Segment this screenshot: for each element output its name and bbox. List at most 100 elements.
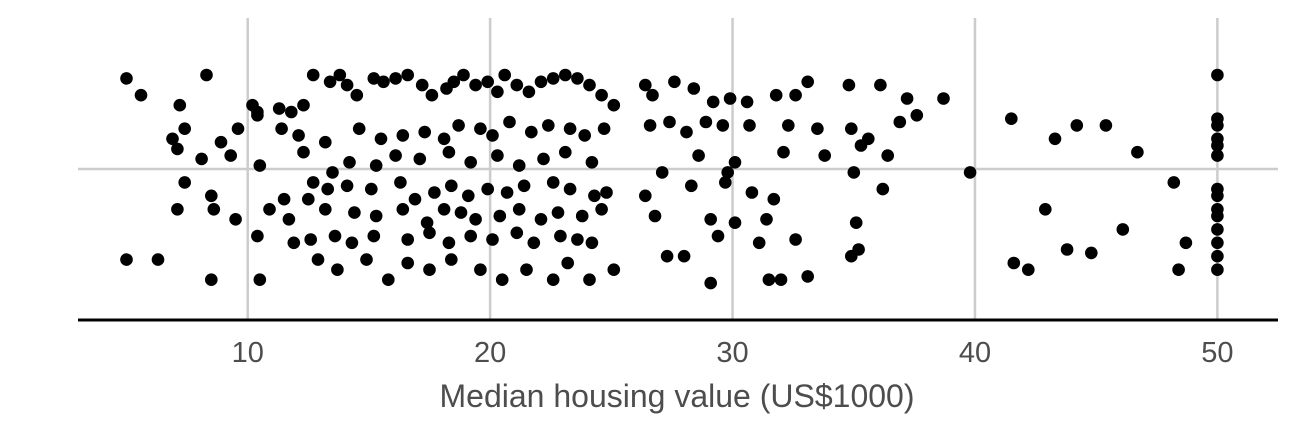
data-point — [360, 253, 373, 266]
data-point — [704, 276, 717, 290]
data-point — [319, 203, 332, 216]
data-point — [350, 88, 364, 102]
data-point — [563, 122, 577, 135]
x-tick-labels: 10 20 30 40 50 — [232, 337, 1234, 369]
data-point — [559, 68, 572, 82]
data-point — [1005, 112, 1018, 125]
data-point — [377, 75, 390, 89]
data-point — [585, 156, 599, 169]
data-point — [588, 189, 601, 203]
data-point — [680, 125, 693, 139]
data-point — [200, 68, 213, 82]
data-point — [474, 263, 487, 277]
data-point — [423, 263, 436, 277]
data-point — [445, 253, 458, 266]
data-point — [425, 88, 439, 102]
data-point — [801, 75, 814, 89]
data-point — [304, 233, 318, 246]
data-point — [420, 216, 434, 229]
data-point — [510, 226, 524, 240]
data-point — [818, 149, 831, 162]
data-point — [849, 216, 863, 229]
x-tick-label: 40 — [959, 337, 991, 369]
data-point — [352, 122, 366, 135]
data-point — [474, 122, 487, 135]
data-point — [874, 78, 887, 92]
data-point — [173, 98, 187, 112]
data-point — [517, 179, 531, 193]
data-point — [389, 149, 402, 162]
x-axis-title: Median housing value (US$1000) — [440, 378, 915, 414]
data-point — [740, 95, 754, 109]
data-point — [382, 273, 395, 287]
data-point — [319, 135, 332, 149]
data-point — [1060, 243, 1074, 256]
data-point — [292, 129, 305, 142]
data-point — [287, 236, 301, 250]
data-point — [251, 229, 264, 243]
data-point — [585, 236, 599, 250]
data-point — [554, 229, 567, 243]
data-point — [437, 203, 451, 216]
data-point — [542, 119, 555, 132]
data-point — [1211, 68, 1224, 82]
data-point — [428, 186, 441, 199]
data-point — [401, 68, 415, 82]
data-point — [1211, 119, 1224, 132]
data-point — [500, 186, 514, 199]
data-point — [348, 206, 361, 219]
data-point — [495, 273, 509, 287]
data-point — [728, 216, 742, 229]
data-point — [253, 273, 267, 287]
data-point — [769, 88, 783, 102]
data-point — [789, 233, 802, 246]
data-point — [207, 203, 221, 216]
data-point — [782, 119, 795, 132]
data-point — [881, 149, 894, 162]
data-point — [503, 115, 516, 129]
data-point — [937, 92, 950, 105]
data-point — [214, 135, 228, 149]
data-point — [1211, 236, 1224, 250]
data-point — [275, 122, 288, 135]
data-point — [171, 203, 184, 216]
data-point — [469, 213, 482, 226]
data-point — [1070, 119, 1084, 132]
data-point — [195, 152, 208, 166]
data-point — [340, 78, 354, 92]
data-point — [876, 182, 890, 196]
data-point — [311, 253, 325, 266]
data-point — [663, 115, 676, 129]
data-point — [437, 132, 451, 146]
data-point — [447, 75, 461, 89]
data-point — [297, 98, 310, 112]
data-point — [583, 273, 596, 287]
data-point — [272, 102, 286, 115]
data-point — [512, 159, 526, 172]
data-point — [462, 189, 475, 203]
data-point — [306, 68, 320, 82]
data-point — [493, 209, 507, 223]
data-point — [486, 233, 499, 246]
data-point — [285, 105, 298, 119]
x-tick-label: 30 — [716, 337, 748, 369]
data-point — [534, 75, 548, 89]
data-point — [120, 253, 133, 266]
data-point — [326, 166, 339, 179]
data-point — [229, 213, 242, 226]
data-point — [639, 189, 652, 203]
data-point — [1211, 249, 1224, 263]
data-point — [655, 166, 669, 179]
data-point — [1085, 246, 1098, 260]
data-point — [1211, 263, 1224, 277]
data-point — [527, 236, 541, 250]
data-point — [721, 166, 734, 179]
data-point — [369, 159, 383, 172]
data-point — [134, 88, 148, 102]
data-point — [551, 206, 565, 219]
data-point — [1099, 119, 1113, 132]
data-point — [1211, 189, 1224, 203]
data-point — [151, 253, 165, 266]
data-point — [178, 122, 191, 135]
